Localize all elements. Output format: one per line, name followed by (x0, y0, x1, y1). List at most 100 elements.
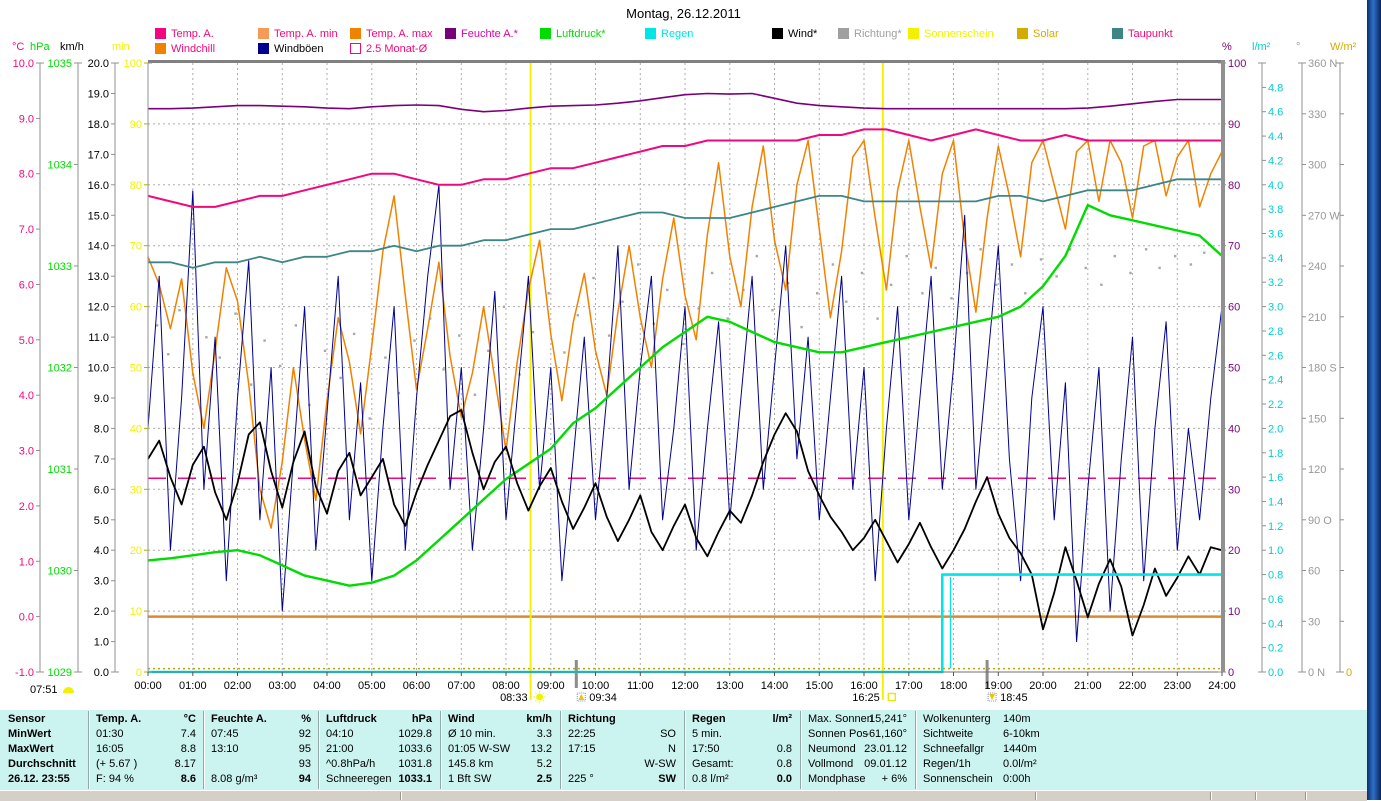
moon-down-arrow (989, 694, 995, 700)
chart-legend: Temp. A.Temp. A. minTemp. A. maxFeuchte … (0, 0, 1381, 60)
axis-label: 08:33 (500, 692, 528, 704)
axis-label: 4.4 (1268, 131, 1283, 143)
axis-label: 1034 (48, 160, 72, 172)
axis-label: 2.0 (1268, 423, 1283, 435)
cell-label: Vollmond (808, 757, 853, 772)
axis-label: 120 (1308, 464, 1326, 476)
axis-label: 1.2 (1268, 521, 1283, 533)
cell-value: 1029.8 (398, 727, 432, 742)
direction-dot (234, 312, 236, 314)
chart-area: °C-1.00.01.02.03.04.05.06.07.08.09.010.0… (0, 0, 1381, 713)
axis-label: 3.0 (94, 576, 109, 588)
status-bar-divider (1255, 792, 1257, 800)
axis-label: 80 (1228, 180, 1240, 192)
axis-label: 03:00 (269, 680, 297, 692)
cell-label: Sonnenschein (923, 772, 993, 787)
table-cell: 01:05 W-SW13.2 (442, 742, 558, 757)
axis-label: 23:00 (1164, 680, 1192, 692)
legend-item-temp-a-max: Temp. A. max (350, 28, 433, 41)
cell-value: -61,160° (865, 727, 907, 742)
axis-label: 18:00 (940, 680, 968, 692)
legend-swatch (258, 28, 269, 39)
axis-label: 3.0 (19, 446, 34, 458)
direction-dot (1114, 255, 1116, 257)
cell-label: Regen/1h (923, 757, 971, 772)
direction-dot (995, 284, 997, 286)
cell-value: SO (660, 727, 676, 742)
cell-label: Regen (692, 712, 726, 727)
cell-value: 09.01.12 (864, 757, 907, 772)
legend-label: Temp. A. min (274, 28, 338, 40)
cell-label: Max. Sonnen (808, 712, 873, 727)
axis-label: 17:00 (895, 680, 923, 692)
direction-dot (727, 317, 729, 319)
axis-label: 8.0 (19, 169, 34, 181)
axis-label: 1.0 (19, 556, 34, 568)
direction-dot (205, 336, 207, 338)
info-cell: Sonnenschein0:00h (917, 772, 1127, 787)
axis-label: 0.8 (1268, 570, 1283, 582)
column-header-wind: Windkm/h (442, 712, 558, 727)
axis-label: 2.8 (1268, 326, 1283, 338)
direction-dot (1174, 255, 1176, 257)
axis-label: 10:00 (582, 680, 610, 692)
column-header-richtung: Richtung (562, 712, 682, 727)
cell-label: Mondphase (808, 772, 866, 787)
direction-dot (906, 255, 908, 257)
axis-label: 00:00 (134, 680, 162, 692)
table-cell: 01:307.4 (90, 727, 202, 742)
axis-label: 9.0 (19, 113, 34, 125)
direction-dot (756, 255, 758, 257)
legend-swatch (258, 43, 269, 54)
axis-label: 11.0 (88, 332, 109, 344)
axis-label: 70 (130, 241, 142, 253)
summary-table: SensorMinWertMaxWertDurchschnitt26.12. 2… (0, 708, 1367, 791)
axis-label: 30 (1228, 484, 1240, 496)
axis-label: 10 (130, 606, 142, 618)
cell-value: 1033.1 (398, 772, 432, 787)
table-cell: 17:15N (562, 742, 682, 757)
cell-label: 8.08 g/m³ (211, 772, 257, 787)
axis-label: 50 (1228, 363, 1240, 375)
table-cell: 21:001033.6 (320, 742, 438, 757)
status-bar-divider (1210, 792, 1212, 800)
axis-label: 90 O (1308, 515, 1332, 527)
axis-label: 40 (1228, 423, 1240, 435)
axis-label: 150 (1308, 413, 1326, 425)
cell-value: hPa (412, 712, 432, 727)
direction-dot (369, 417, 371, 419)
direction-dot (1203, 252, 1205, 254)
axis-label: 50 (130, 363, 142, 375)
axis-label: 24:00 (1208, 680, 1236, 692)
weather-chart[interactable]: °C-1.00.01.02.03.04.05.06.07.08.09.010.0… (0, 0, 1381, 710)
direction-dot (771, 309, 773, 311)
axis-label: 04:00 (313, 680, 341, 692)
cell-label: 26.12. 23:55 (8, 772, 70, 787)
axis-label: 60 (1308, 566, 1320, 578)
direction-dot (876, 317, 878, 319)
axis-label: 210 (1308, 312, 1326, 324)
cell-value: 92 (299, 727, 311, 742)
axis-label: 10.0 (88, 363, 109, 375)
cell-value: 6-10km (1003, 727, 1040, 742)
direction-dot (532, 331, 534, 333)
window-border (1367, 0, 1381, 800)
cell-value: 8.8 (181, 742, 196, 757)
cell-value: 3.3 (537, 727, 552, 742)
astro-cell: Vollmond 09.01.12 (802, 757, 913, 772)
sun-ray (535, 700, 536, 701)
cell-value: 1031.8 (398, 757, 432, 772)
cell-label: Sensor (8, 712, 45, 727)
legend-item-wind-: Wind* (772, 28, 817, 41)
astro-cell: Neumond23.01.12 (802, 742, 913, 757)
axis-label: 14:00 (761, 680, 789, 692)
axis-label: 4.0 (19, 390, 34, 402)
table-cell: F: 94 %8.6 (90, 772, 202, 787)
cell-label: 5 min. (692, 727, 722, 742)
direction-dot (1145, 248, 1147, 250)
axis-label: 1031 (48, 464, 72, 476)
row-label-sensor: Sensor (2, 712, 87, 727)
axis-label: 3.6 (1268, 229, 1283, 241)
direction-dot (503, 306, 505, 308)
axis-label: 270 W (1308, 210, 1340, 222)
